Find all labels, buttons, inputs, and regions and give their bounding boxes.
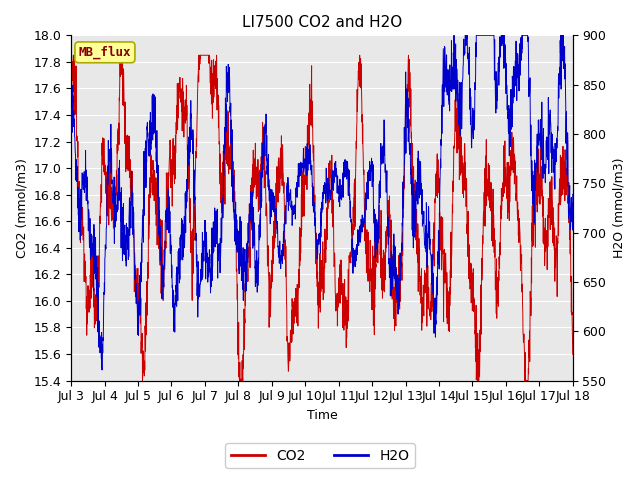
Y-axis label: H2O (mmol/m3): H2O (mmol/m3) [612,157,625,258]
Y-axis label: CO2 (mmol/m3): CO2 (mmol/m3) [15,158,28,258]
Text: MB_flux: MB_flux [79,46,131,59]
Title: LI7500 CO2 and H2O: LI7500 CO2 and H2O [242,15,402,30]
X-axis label: Time: Time [307,409,337,422]
Legend: CO2, H2O: CO2, H2O [225,443,415,468]
